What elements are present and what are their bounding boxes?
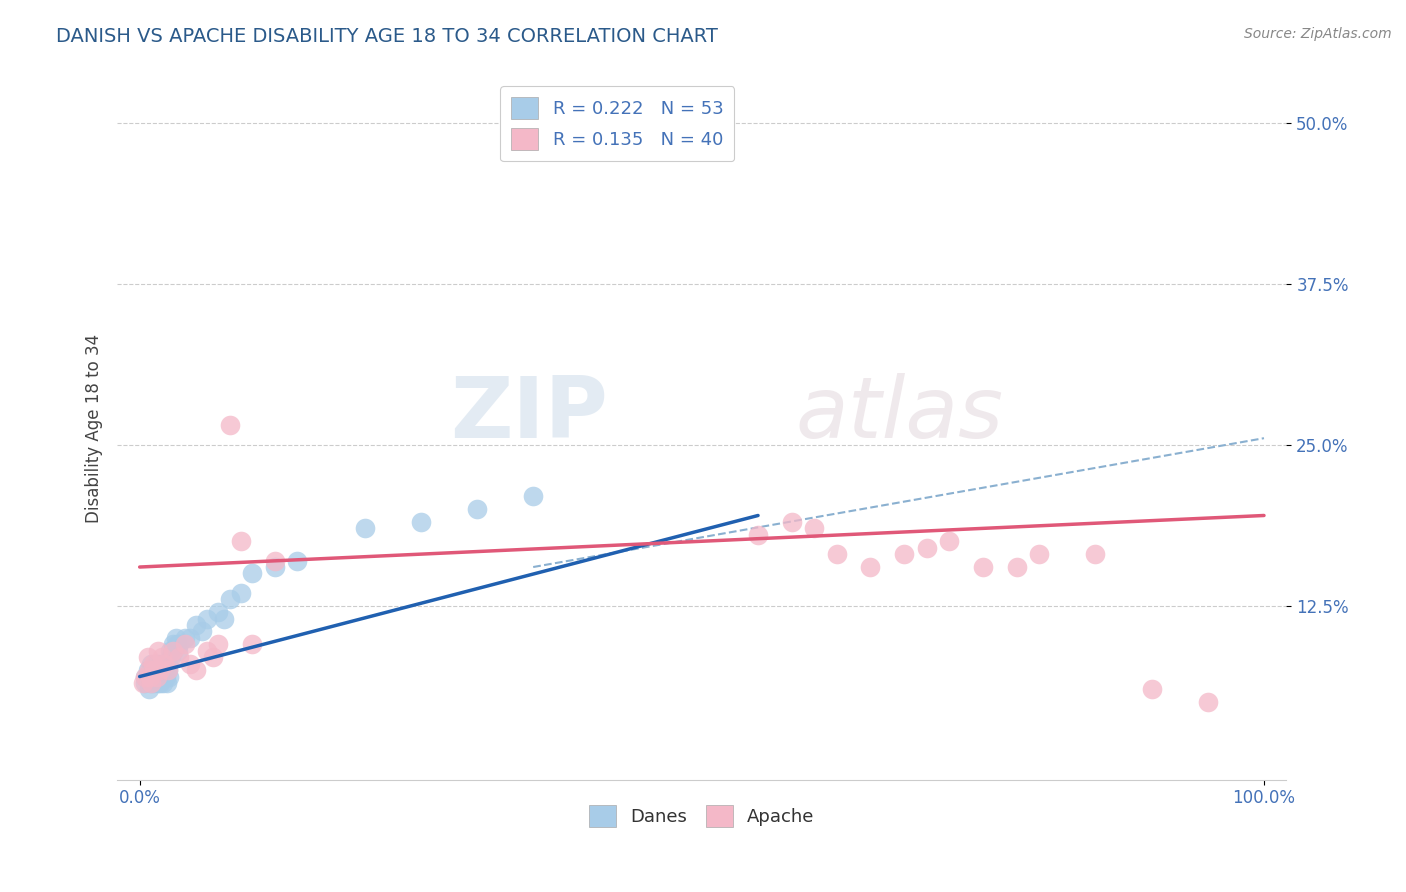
Point — [285, 553, 308, 567]
Point — [195, 611, 218, 625]
Point — [153, 657, 176, 671]
Point — [915, 541, 938, 555]
Point — [134, 676, 156, 690]
Point — [263, 560, 285, 574]
Point — [138, 663, 160, 677]
Point — [780, 515, 803, 529]
Point — [207, 605, 229, 619]
Point — [522, 489, 544, 503]
Point — [145, 669, 167, 683]
Point — [149, 676, 172, 690]
Point — [142, 663, 165, 677]
Point — [179, 631, 201, 645]
Point — [825, 547, 848, 561]
Point — [143, 663, 166, 677]
Point — [150, 669, 173, 683]
Point — [145, 669, 167, 683]
Point — [167, 644, 190, 658]
Point — [229, 586, 252, 600]
Point — [207, 637, 229, 651]
Point — [160, 650, 183, 665]
Point — [184, 618, 207, 632]
Point — [229, 534, 252, 549]
Point — [139, 676, 162, 690]
Point — [1005, 560, 1028, 574]
Point — [747, 528, 769, 542]
Point — [465, 502, 488, 516]
Point — [149, 663, 172, 677]
Point — [162, 637, 184, 651]
Point — [152, 676, 174, 690]
Point — [201, 650, 224, 665]
Point — [136, 663, 159, 677]
Point — [1197, 695, 1219, 709]
Point — [145, 663, 167, 677]
Point — [167, 650, 190, 665]
Point — [803, 521, 825, 535]
Point — [150, 663, 173, 677]
Point — [166, 637, 188, 651]
Y-axis label: Disability Age 18 to 34: Disability Age 18 to 34 — [86, 334, 103, 523]
Point — [195, 644, 218, 658]
Point — [156, 663, 179, 677]
Legend: Danes, Apache: Danes, Apache — [582, 797, 821, 834]
Text: DANISH VS APACHE DISABILITY AGE 18 TO 34 CORRELATION CHART: DANISH VS APACHE DISABILITY AGE 18 TO 34… — [56, 27, 718, 45]
Point — [893, 547, 915, 561]
Point — [153, 657, 176, 671]
Point — [145, 657, 167, 671]
Point — [149, 657, 172, 671]
Point — [156, 663, 179, 677]
Point — [240, 637, 263, 651]
Point — [139, 657, 162, 671]
Point — [162, 644, 184, 658]
Point — [184, 663, 207, 677]
Point — [240, 566, 263, 581]
Point — [173, 637, 195, 651]
Point — [218, 592, 240, 607]
Point — [143, 676, 166, 690]
Point — [155, 669, 177, 683]
Text: Source: ZipAtlas.com: Source: ZipAtlas.com — [1244, 27, 1392, 41]
Text: ZIP: ZIP — [450, 373, 609, 456]
Point — [218, 418, 240, 433]
Point — [148, 663, 170, 677]
Point — [353, 521, 375, 535]
Point — [156, 657, 179, 671]
Point — [263, 553, 285, 567]
Point — [139, 669, 162, 683]
Point — [139, 676, 162, 690]
Point — [179, 657, 201, 671]
Point — [165, 631, 187, 645]
Point — [167, 637, 190, 651]
Point — [146, 644, 169, 658]
Point — [859, 560, 882, 574]
Point — [138, 682, 160, 697]
Point — [190, 624, 212, 639]
Point — [162, 644, 184, 658]
Point — [1028, 547, 1050, 561]
Point — [132, 676, 155, 690]
Point — [146, 676, 169, 690]
Point — [136, 650, 159, 665]
Point — [153, 663, 176, 677]
Point — [139, 669, 162, 683]
Point — [938, 534, 960, 549]
Point — [156, 676, 179, 690]
Point — [159, 644, 181, 658]
Point — [134, 669, 156, 683]
Point — [1084, 547, 1107, 561]
Text: atlas: atlas — [796, 373, 1004, 456]
Point — [409, 515, 432, 529]
Point — [142, 669, 165, 683]
Point — [150, 650, 173, 665]
Point — [146, 669, 169, 683]
Point — [972, 560, 994, 574]
Point — [157, 669, 180, 683]
Point — [134, 669, 156, 683]
Point — [150, 669, 173, 683]
Point — [142, 657, 165, 671]
Point — [212, 611, 235, 625]
Point — [173, 631, 195, 645]
Point — [1140, 682, 1163, 697]
